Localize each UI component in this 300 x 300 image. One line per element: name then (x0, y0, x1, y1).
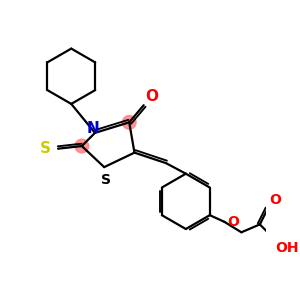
Circle shape (75, 139, 88, 153)
Text: S: S (101, 173, 111, 187)
Circle shape (122, 116, 136, 129)
Text: OH: OH (276, 241, 299, 255)
Text: O: O (145, 89, 158, 104)
Text: O: O (227, 215, 239, 229)
Text: S: S (40, 141, 51, 156)
Text: O: O (269, 193, 281, 207)
Text: N: N (86, 121, 99, 136)
